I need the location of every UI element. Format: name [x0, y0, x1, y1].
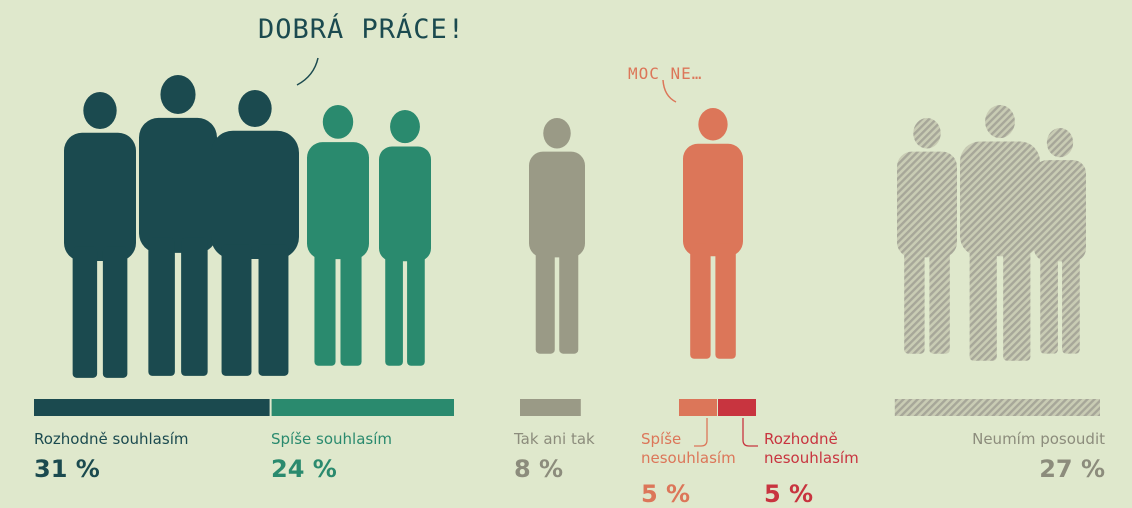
silhouette: [390, 110, 420, 143]
bar: [272, 399, 454, 416]
silhouette: [73, 247, 97, 378]
speech-tick: [297, 58, 318, 85]
silhouette: [323, 105, 353, 139]
value-label: 31 %: [34, 455, 100, 483]
silhouette: [698, 108, 727, 141]
silhouette: [559, 246, 578, 354]
bar: [520, 399, 581, 416]
silhouette: [148, 238, 175, 376]
value-label: 8 %: [514, 455, 563, 483]
value-label: 5 %: [764, 480, 813, 508]
silhouette: [543, 118, 570, 149]
bar: [718, 399, 756, 416]
silhouette: [1047, 128, 1073, 157]
silhouette: [683, 144, 743, 257]
value-label: 5 %: [641, 480, 690, 508]
bar: [895, 399, 1100, 416]
silhouette: [103, 247, 127, 378]
silhouette: [407, 248, 425, 365]
category-label: Neumím posoudit: [972, 430, 1105, 449]
silhouette: [64, 133, 136, 261]
silhouette: [929, 246, 949, 354]
value-label: 27 %: [1039, 455, 1105, 483]
silhouette: [897, 152, 957, 258]
silhouette: [238, 90, 271, 127]
silhouette: [139, 118, 217, 253]
silhouette: [160, 75, 195, 114]
silhouette: [690, 244, 710, 359]
silhouette: [307, 142, 369, 259]
category-label: Spíše souhlasím: [271, 430, 392, 449]
silhouette: [314, 246, 335, 366]
infographic: DOBRÁ PRÁCE! MOC NE… Rozhodně souhlasím 3…: [0, 0, 1132, 507]
silhouette: [385, 248, 403, 365]
silhouette: [211, 131, 299, 259]
silhouette: [529, 152, 585, 258]
silhouette: [1062, 250, 1080, 353]
silhouette: [222, 245, 252, 376]
category-label: Rozhodně nesouhlasím: [764, 430, 874, 468]
silhouette: [960, 141, 1040, 256]
category-label: Tak ani tak: [514, 430, 595, 449]
value-label: 24 %: [271, 455, 337, 483]
silhouette: [340, 246, 361, 366]
silhouette: [1003, 243, 1030, 360]
silhouette: [913, 118, 940, 149]
category-label: Spíše nesouhlasím: [641, 430, 751, 468]
silhouette: [715, 244, 735, 359]
annotation: DOBRÁ PRÁCE!: [258, 14, 465, 45]
silhouette: [181, 238, 208, 376]
silhouette: [1040, 250, 1058, 353]
bar: [679, 399, 717, 416]
silhouette: [83, 92, 116, 129]
silhouette: [1034, 160, 1086, 261]
speech-tick: [663, 80, 676, 102]
category-label: Rozhodně souhlasím: [34, 430, 188, 449]
silhouette: [904, 246, 924, 354]
silhouette: [970, 243, 997, 360]
silhouette: [379, 146, 431, 261]
annotation: MOC NE…: [628, 64, 702, 83]
bar: [34, 399, 270, 416]
silhouette: [259, 245, 289, 376]
silhouette: [985, 105, 1015, 138]
silhouette: [536, 246, 555, 354]
